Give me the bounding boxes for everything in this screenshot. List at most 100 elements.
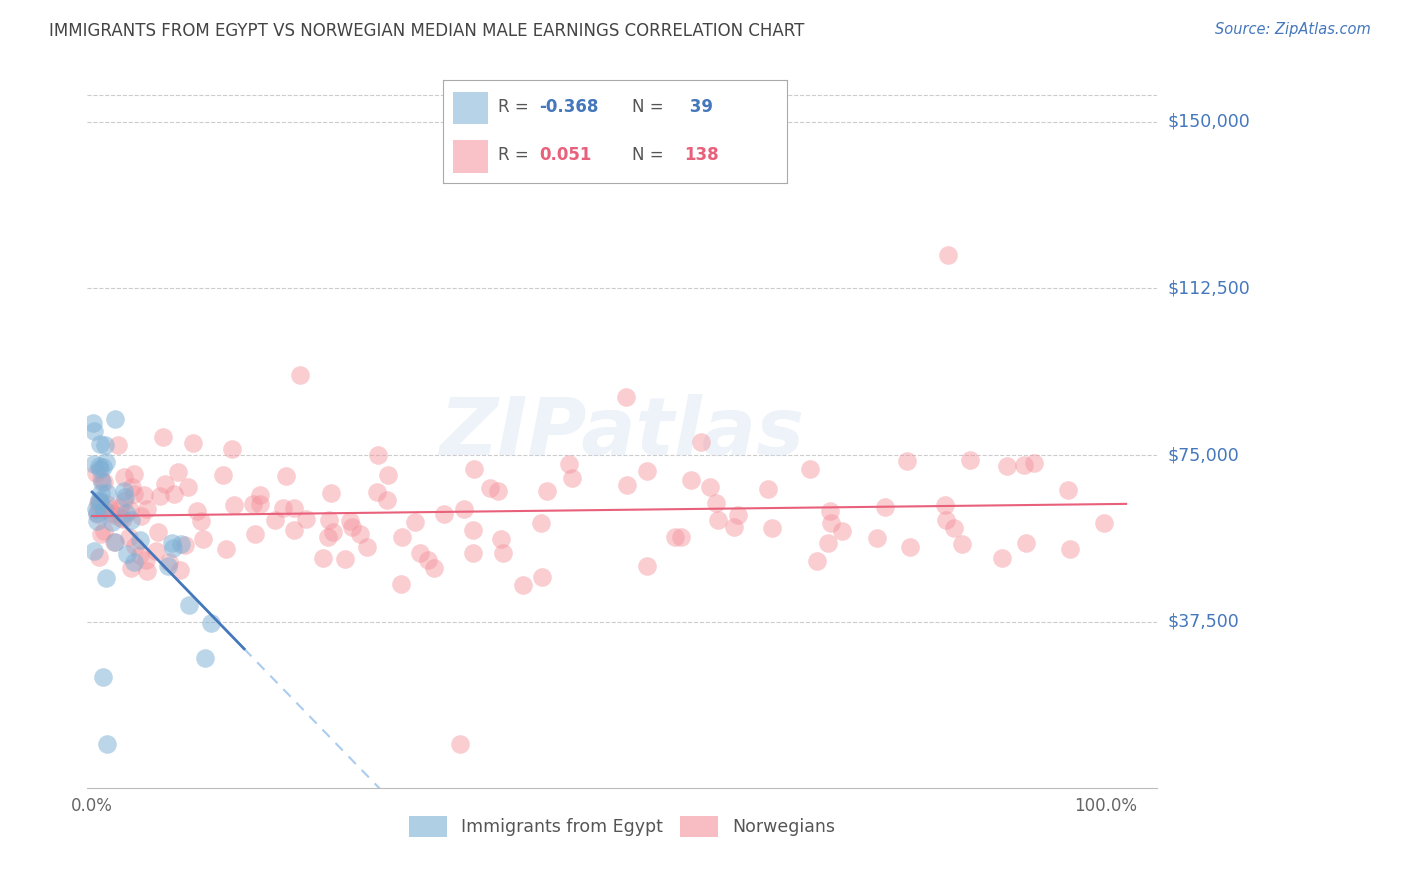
Point — [530, 516, 553, 530]
Point — [367, 448, 389, 462]
Point — [404, 516, 426, 530]
Point — [90, 486, 112, 500]
Point — [536, 483, 558, 498]
Point — [896, 453, 918, 467]
Point — [318, 530, 340, 544]
Point — [271, 500, 294, 515]
Point — [558, 457, 581, 471]
Point — [319, 486, 342, 500]
Text: $150,000: $150,000 — [1167, 113, 1250, 131]
Point — [636, 464, 658, 478]
Point — [122, 467, 145, 481]
Point — [1056, 483, 1078, 498]
Point — [723, 520, 745, 534]
Point — [959, 453, 981, 467]
Point — [84, 501, 107, 516]
Point — [215, 542, 238, 557]
Point — [875, 500, 897, 515]
Point — [222, 498, 245, 512]
Point — [135, 553, 157, 567]
Point — [1092, 516, 1115, 530]
Point — [89, 437, 111, 451]
Text: $75,000: $75,000 — [1167, 446, 1240, 464]
Point — [866, 531, 889, 545]
Text: IMMIGRANTS FROM EGYPT VS NORWEGIAN MEDIAN MALE EARNINGS CORRELATION CHART: IMMIGRANTS FROM EGYPT VS NORWEGIAN MEDIA… — [49, 22, 804, 40]
Point — [87, 549, 110, 564]
Point — [818, 504, 841, 518]
Point — [129, 508, 152, 523]
Point — [134, 487, 156, 501]
Point — [89, 492, 111, 507]
Point — [340, 519, 363, 533]
Point — [181, 436, 204, 450]
Point — [449, 737, 471, 751]
Point — [756, 482, 779, 496]
Point — [104, 412, 127, 426]
Point — [249, 488, 271, 502]
Point — [486, 483, 509, 498]
Point — [93, 475, 115, 490]
Point — [89, 494, 111, 508]
Point — [375, 492, 398, 507]
Point — [561, 471, 583, 485]
Point — [681, 474, 703, 488]
Point — [322, 524, 344, 539]
Point — [170, 537, 193, 551]
Bar — [453, 140, 488, 173]
Point — [162, 536, 184, 550]
Point — [153, 477, 176, 491]
Point — [121, 480, 143, 494]
Point — [704, 496, 727, 510]
Point — [115, 506, 138, 520]
Point — [290, 368, 312, 382]
Point — [114, 490, 136, 504]
Point — [1014, 536, 1036, 550]
Point — [221, 442, 243, 457]
Point — [83, 543, 105, 558]
Point — [136, 564, 159, 578]
Point — [136, 502, 159, 516]
Point — [817, 535, 839, 549]
Point — [96, 737, 118, 751]
Point — [86, 507, 108, 521]
Point — [616, 390, 638, 404]
Point — [312, 551, 335, 566]
Point — [943, 521, 966, 535]
Text: $112,500: $112,500 — [1167, 279, 1250, 297]
Point — [264, 513, 287, 527]
Point — [936, 248, 959, 262]
Point — [103, 534, 125, 549]
Point — [995, 458, 1018, 473]
Text: 0.051: 0.051 — [540, 146, 592, 164]
Point — [163, 487, 186, 501]
Text: R =: R = — [498, 146, 540, 164]
Point — [295, 512, 318, 526]
Point — [86, 514, 108, 528]
Point — [112, 512, 135, 526]
Legend: Immigrants from Egypt, Norwegians: Immigrants from Egypt, Norwegians — [402, 810, 842, 844]
Point — [93, 502, 115, 516]
Point — [952, 536, 974, 550]
Point — [318, 512, 340, 526]
Point — [98, 502, 121, 516]
Point — [89, 461, 111, 475]
Point — [107, 438, 129, 452]
Point — [408, 546, 430, 560]
Point — [200, 615, 222, 630]
Point — [243, 526, 266, 541]
Point — [179, 598, 201, 612]
Point — [898, 540, 921, 554]
Point — [159, 555, 181, 569]
Point — [152, 430, 174, 444]
Point — [145, 543, 167, 558]
Point — [463, 546, 485, 560]
Point — [96, 455, 118, 469]
Point — [283, 524, 305, 538]
Point — [212, 468, 235, 483]
Point — [157, 558, 180, 573]
Point — [391, 577, 413, 591]
Point — [366, 484, 388, 499]
Point — [377, 467, 399, 482]
Point — [335, 551, 357, 566]
Point — [167, 465, 190, 479]
